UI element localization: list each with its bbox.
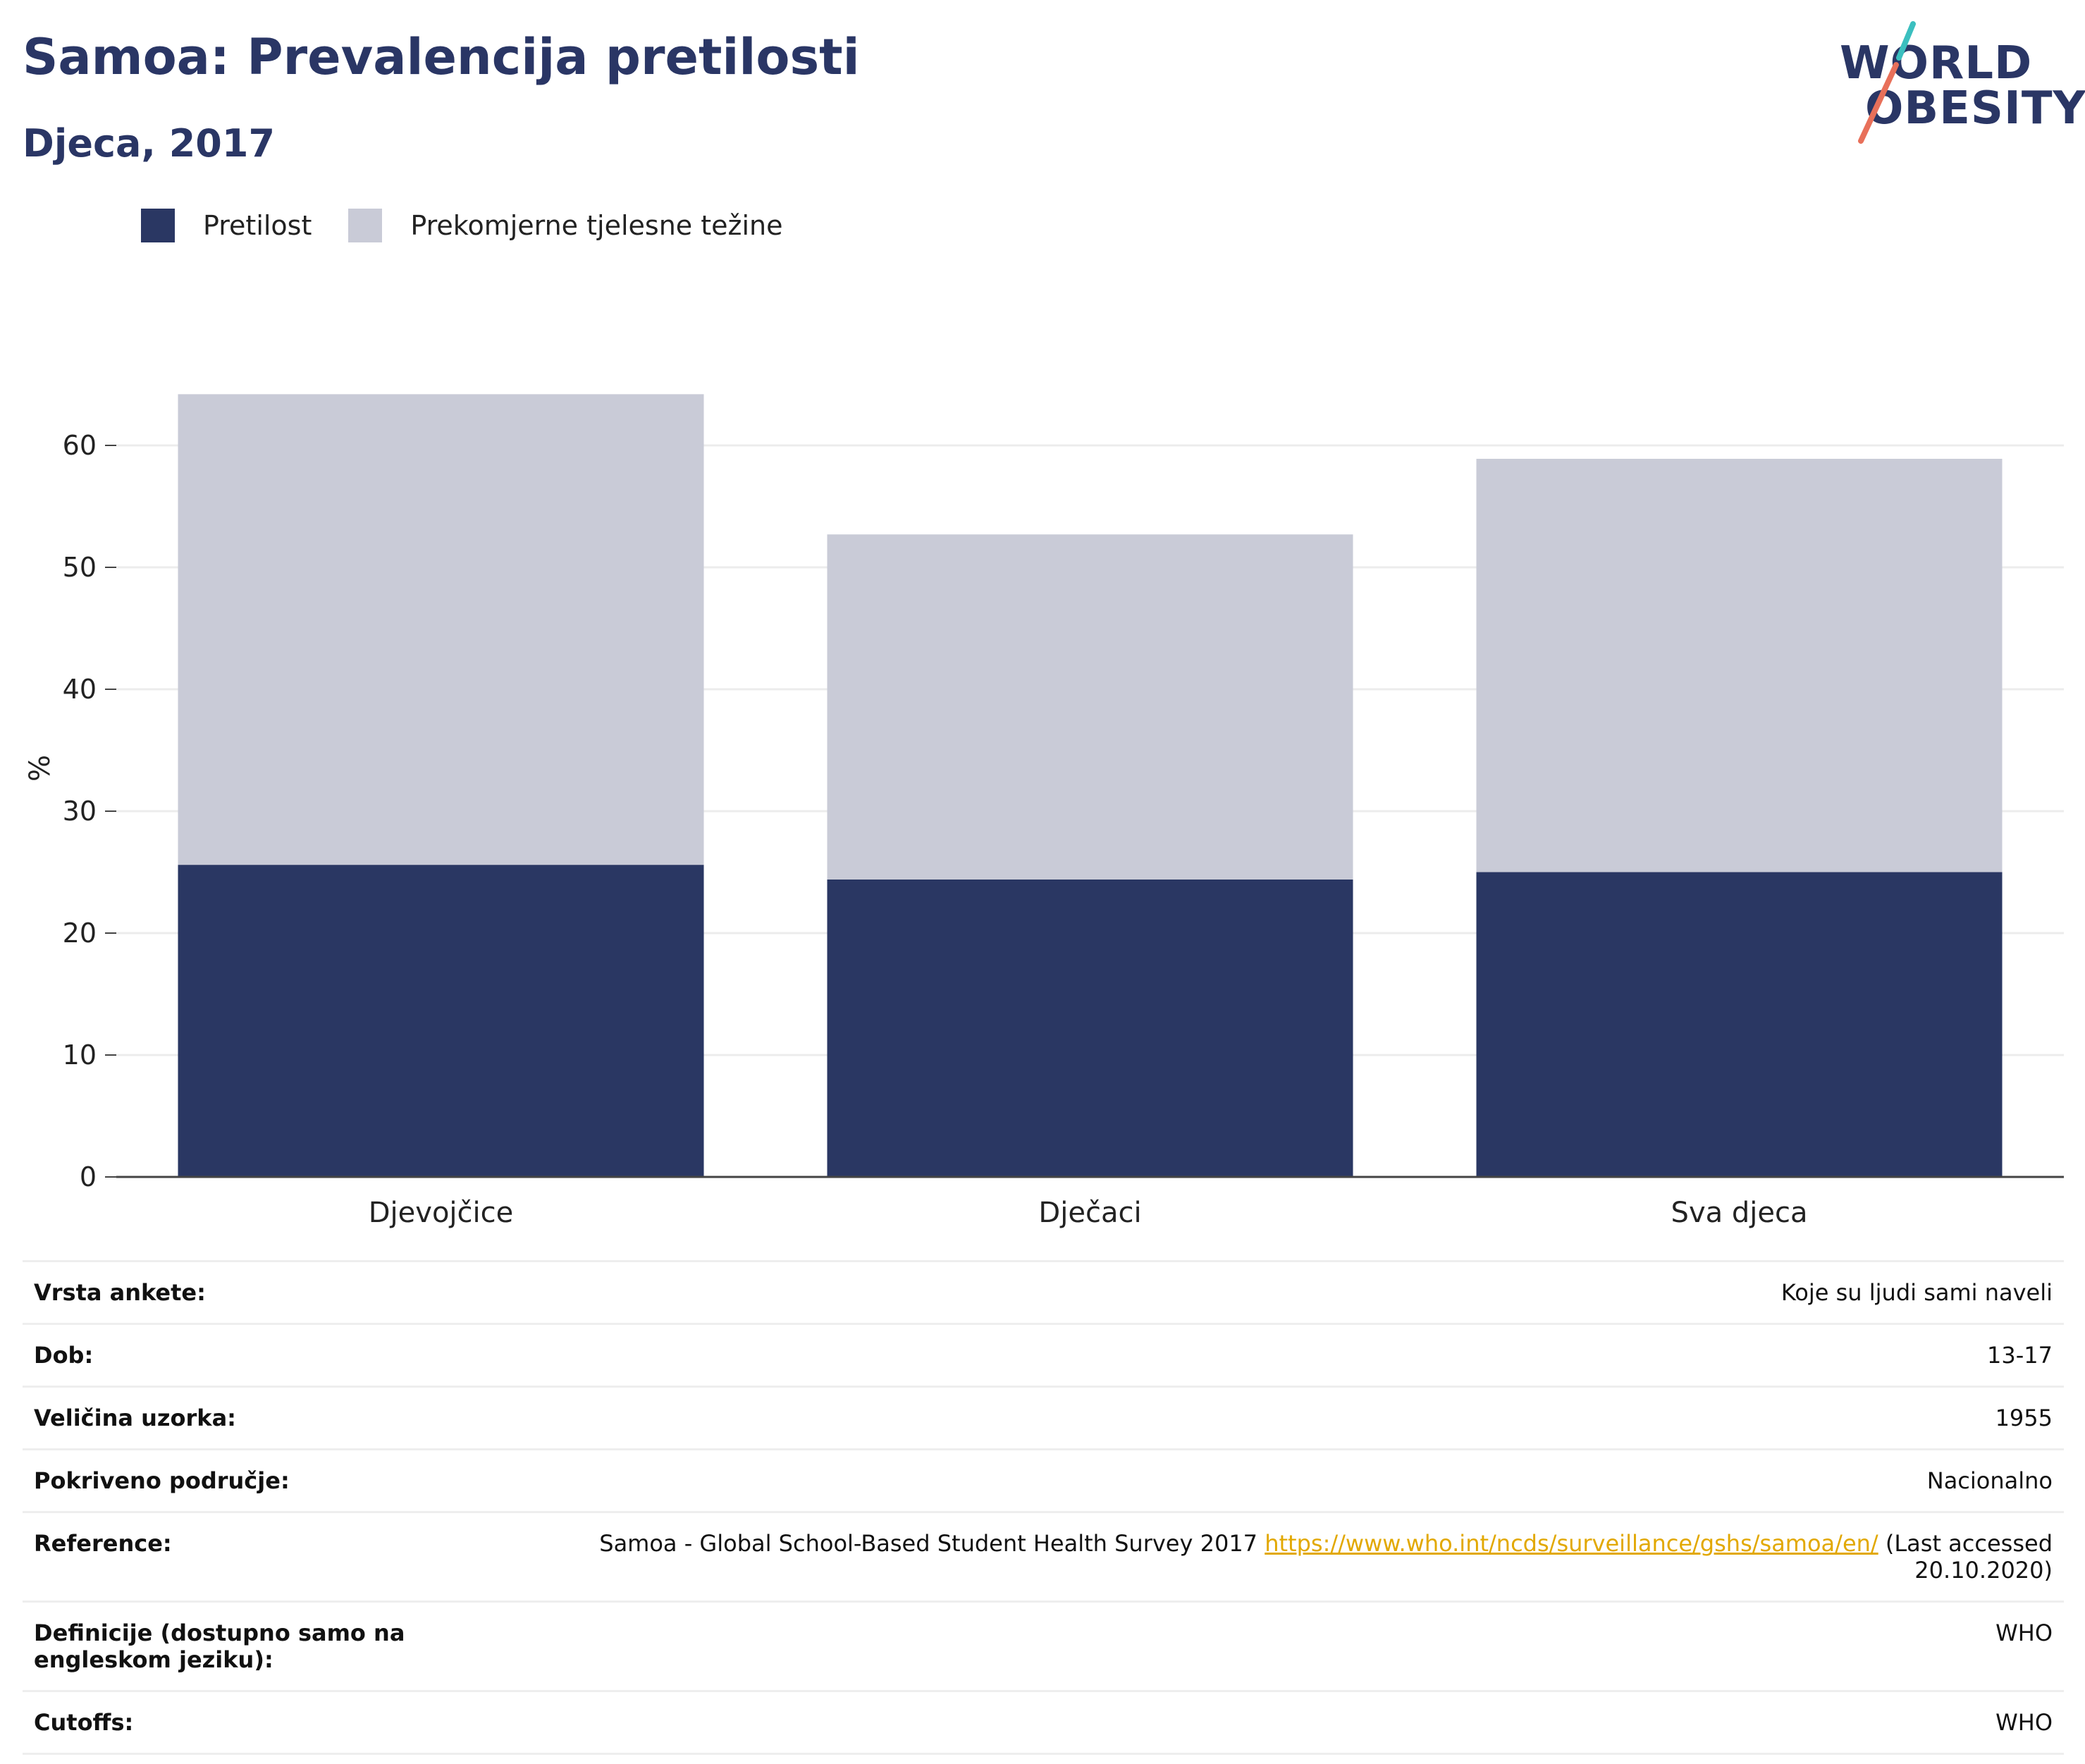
y-tick-label: 30 bbox=[63, 796, 97, 827]
y-axis-label: % bbox=[24, 755, 56, 782]
chart-legend: Pretilost Prekomjerne tjelesne težine bbox=[141, 209, 820, 242]
info-row-survey-type: Vrsta ankete: Koje su ljudi sami naveli bbox=[23, 1260, 2064, 1324]
info-value: Koje su ljudi sami naveli bbox=[539, 1260, 2064, 1324]
info-key: Definicije (dostupno samo na engleskom j… bbox=[23, 1600, 539, 1691]
y-tick-label: 40 bbox=[63, 674, 97, 705]
x-tick-label: Dječaci bbox=[1038, 1197, 1141, 1229]
logo-line-1: WORLD bbox=[1840, 37, 2033, 90]
info-key: Reference: bbox=[23, 1511, 539, 1602]
bar-overweight bbox=[1476, 459, 2003, 872]
info-key: Vrsta ankete: bbox=[23, 1260, 539, 1324]
info-key: Veličina uzorka: bbox=[23, 1386, 539, 1450]
legend-item-obesity: Pretilost bbox=[141, 209, 312, 242]
page-subtitle: Djeca, 2017 bbox=[23, 121, 276, 166]
info-key: Cutoffs: bbox=[23, 1690, 539, 1755]
legend-swatch-overweight bbox=[348, 209, 383, 242]
x-tick-label: Sva djeca bbox=[1671, 1197, 1808, 1229]
logo-slash-icon bbox=[1858, 21, 1916, 144]
info-value: WHO bbox=[539, 1690, 2064, 1755]
bar-obesity bbox=[178, 865, 704, 1177]
reference-suffix: (Last accessed 20.10.2020) bbox=[1885, 1530, 2053, 1584]
legend-label-overweight: Prekomjerne tjelesne težine bbox=[410, 210, 783, 241]
stacked-bar-chart: 0 10 20 30 40 50 60% Djevojčice Dječaci Sva djeca bbox=[24, 394, 2064, 1229]
bar-overweight bbox=[827, 534, 1353, 880]
bar-overweight bbox=[178, 394, 704, 865]
info-row-sample-size: Veličina uzorka: 1955 bbox=[23, 1386, 2064, 1450]
info-key: Dob: bbox=[23, 1323, 539, 1387]
legend-label-obesity: Pretilost bbox=[203, 210, 312, 241]
legend-item-overweight: Prekomjerne tjelesne težine bbox=[348, 209, 783, 242]
bar-obesity bbox=[1476, 872, 2003, 1177]
info-row-area-covered: Pokriveno područje: Nacionalno bbox=[23, 1448, 2064, 1512]
info-key: Pokriveno područje: bbox=[23, 1448, 539, 1512]
info-value: Samoa - Global School-Based Student Heal… bbox=[539, 1511, 2064, 1602]
y-tick-label: 0 bbox=[80, 1161, 97, 1192]
survey-info-table: Vrsta ankete: Koje su ljudi sami naveli … bbox=[23, 1260, 2064, 1755]
legend-swatch-obesity bbox=[141, 209, 175, 242]
reference-link[interactable]: https://www.who.int/ncds/surveillance/gs… bbox=[1265, 1530, 1878, 1557]
y-tick-label: 60 bbox=[63, 430, 97, 461]
logo-line-2: OBESITY bbox=[1865, 82, 2085, 135]
info-row-age: Dob: 13-17 bbox=[23, 1323, 2064, 1387]
info-value: Nacionalno bbox=[539, 1448, 2064, 1512]
info-value: 13-17 bbox=[539, 1323, 2064, 1387]
world-obesity-logo: WORLD OBESITY bbox=[1840, 21, 2085, 148]
y-tick-label: 10 bbox=[63, 1040, 97, 1071]
info-row-definitions: Definicije (dostupno samo na engleskom j… bbox=[23, 1600, 2064, 1691]
info-value: 1955 bbox=[539, 1386, 2064, 1450]
reference-text: Samoa - Global School-Based Student Heal… bbox=[599, 1530, 1258, 1557]
x-tick-label: Djevojčice bbox=[369, 1197, 514, 1229]
page-title: Samoa: Prevalencija pretilosti bbox=[23, 28, 860, 86]
info-row-references: Reference: Samoa - Global School-Based S… bbox=[23, 1511, 2064, 1602]
bar-obesity bbox=[827, 879, 1353, 1177]
y-tick-label: 50 bbox=[63, 552, 97, 583]
info-row-cutoffs: Cutoffs: WHO bbox=[23, 1690, 2064, 1755]
y-tick-label: 20 bbox=[63, 918, 97, 949]
info-value: WHO bbox=[539, 1600, 2064, 1691]
